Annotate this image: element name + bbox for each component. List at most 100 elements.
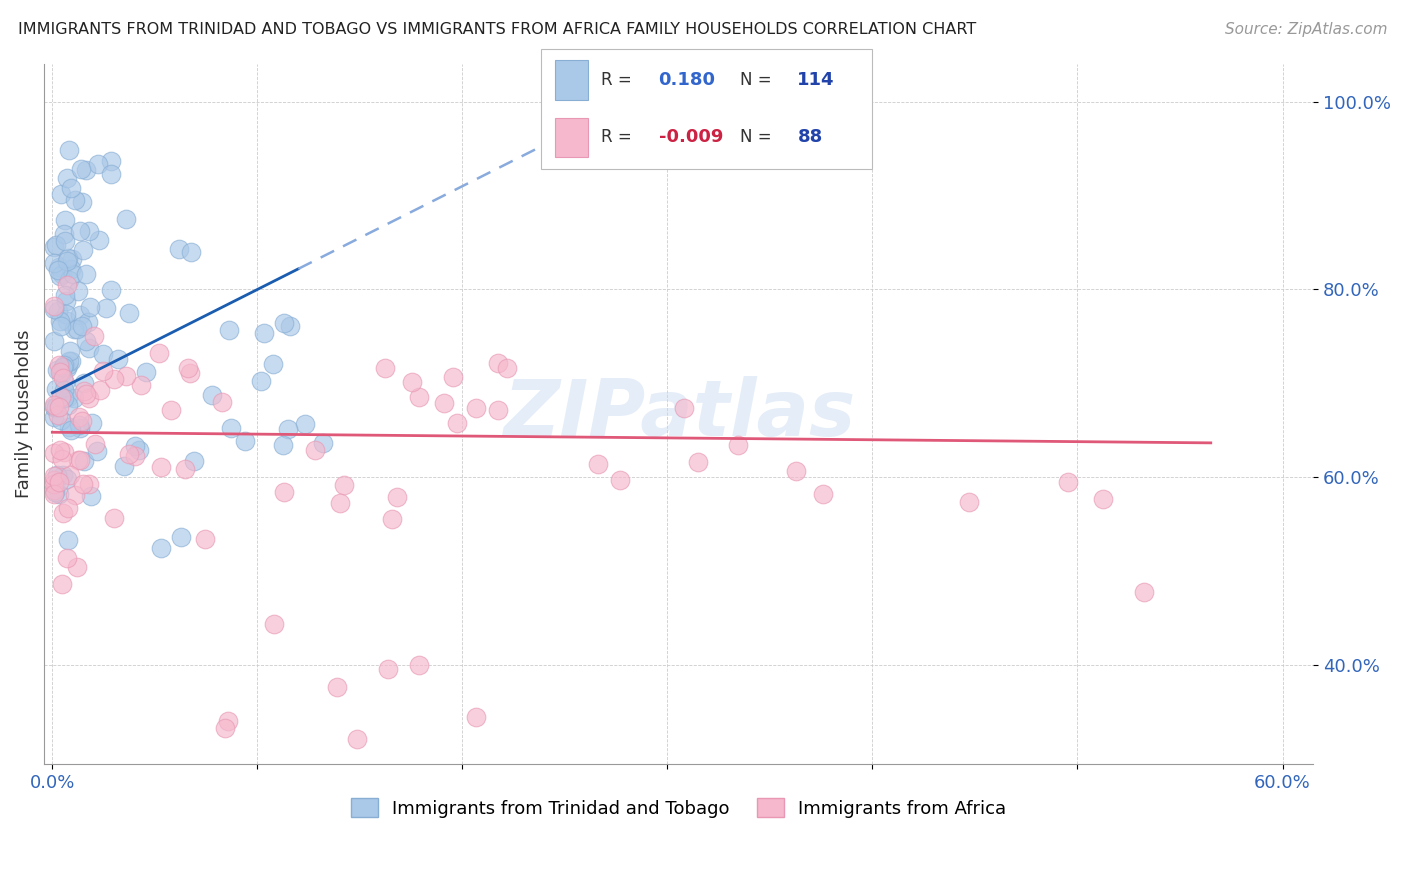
Point <box>118 306 141 320</box>
Point <box>52 391 75 405</box>
Point <box>65 488 87 502</box>
Point <box>49 314 72 328</box>
Point <box>56 472 79 486</box>
Point <box>51 451 73 466</box>
Point <box>60 252 83 266</box>
Point <box>66 453 89 467</box>
Point <box>63 194 86 208</box>
Point <box>385 491 408 505</box>
Text: 88: 88 <box>797 128 823 146</box>
Point <box>59 468 82 483</box>
Point <box>48 365 70 379</box>
Point <box>100 167 122 181</box>
Point <box>446 416 468 430</box>
Text: IMMIGRANTS FROM TRINIDAD AND TOBAGO VS IMMIGRANTS FROM AFRICA FAMILY HOUSEHOLDS : IMMIGRANTS FROM TRINIDAD AND TOBAGO VS I… <box>18 22 977 37</box>
Point <box>263 617 285 632</box>
Legend: Immigrants from Trinidad and Tobago, Immigrants from Africa: Immigrants from Trinidad and Tobago, Imm… <box>343 791 1014 825</box>
Point <box>49 390 72 404</box>
Point <box>59 343 82 358</box>
Point <box>51 365 73 379</box>
Point <box>609 473 631 487</box>
Point <box>72 244 94 258</box>
Point <box>72 454 94 468</box>
Point <box>67 418 90 433</box>
Point <box>45 467 67 482</box>
Point <box>83 329 105 343</box>
Point <box>52 383 75 397</box>
Point <box>56 550 79 565</box>
Point <box>56 170 79 185</box>
Point <box>44 398 66 412</box>
FancyBboxPatch shape <box>541 49 872 169</box>
Point <box>194 532 217 546</box>
Point <box>60 423 83 437</box>
Point <box>52 506 75 520</box>
Point <box>48 408 70 422</box>
Point <box>277 422 299 436</box>
Point <box>45 382 67 396</box>
Text: Source: ZipAtlas.com: Source: ZipAtlas.com <box>1225 22 1388 37</box>
Bar <box>554 60 588 100</box>
Point <box>273 485 295 500</box>
Point <box>433 396 456 410</box>
Point <box>66 322 89 336</box>
Point <box>48 486 70 500</box>
Point <box>103 372 125 386</box>
Point <box>69 224 91 238</box>
Point <box>150 541 173 556</box>
Point <box>58 273 80 287</box>
Point <box>77 341 100 355</box>
Point <box>177 360 200 375</box>
Point <box>55 314 77 328</box>
Point <box>56 277 79 292</box>
Point <box>52 359 75 373</box>
Point <box>813 487 835 501</box>
Point <box>44 240 66 254</box>
Point <box>51 576 73 591</box>
Y-axis label: Family Households: Family Households <box>15 330 32 499</box>
Point <box>46 304 69 318</box>
Point <box>75 387 97 401</box>
Point <box>69 162 91 177</box>
Point <box>53 376 76 390</box>
Point <box>51 267 73 281</box>
Point <box>58 144 80 158</box>
Point <box>58 501 80 516</box>
Point <box>55 288 77 302</box>
Point <box>44 301 66 316</box>
Point <box>183 454 205 468</box>
Point <box>79 300 101 314</box>
Point <box>48 260 70 274</box>
Point <box>115 211 138 226</box>
Point <box>66 559 89 574</box>
Point <box>49 412 72 426</box>
Point <box>1092 491 1115 506</box>
Point <box>218 323 240 337</box>
Point <box>69 420 91 434</box>
Point <box>135 365 157 379</box>
Point <box>70 414 93 428</box>
Point <box>59 181 82 195</box>
Point <box>150 460 173 475</box>
Text: R =: R = <box>600 70 631 89</box>
Point <box>278 318 301 333</box>
Point <box>311 435 333 450</box>
Point <box>686 455 709 469</box>
Point <box>957 495 980 509</box>
Text: 0.180: 0.180 <box>658 70 716 89</box>
Point <box>58 354 80 368</box>
Point <box>79 224 101 238</box>
Point <box>77 315 100 329</box>
Point <box>128 443 150 458</box>
Point <box>82 417 104 431</box>
Point <box>69 308 91 322</box>
Point <box>75 163 97 178</box>
Point <box>59 262 82 277</box>
Point <box>219 421 242 435</box>
Point <box>100 283 122 297</box>
Point <box>86 157 108 171</box>
Point <box>79 391 101 405</box>
Point <box>44 401 66 415</box>
Point <box>58 420 80 434</box>
Point <box>124 439 146 453</box>
